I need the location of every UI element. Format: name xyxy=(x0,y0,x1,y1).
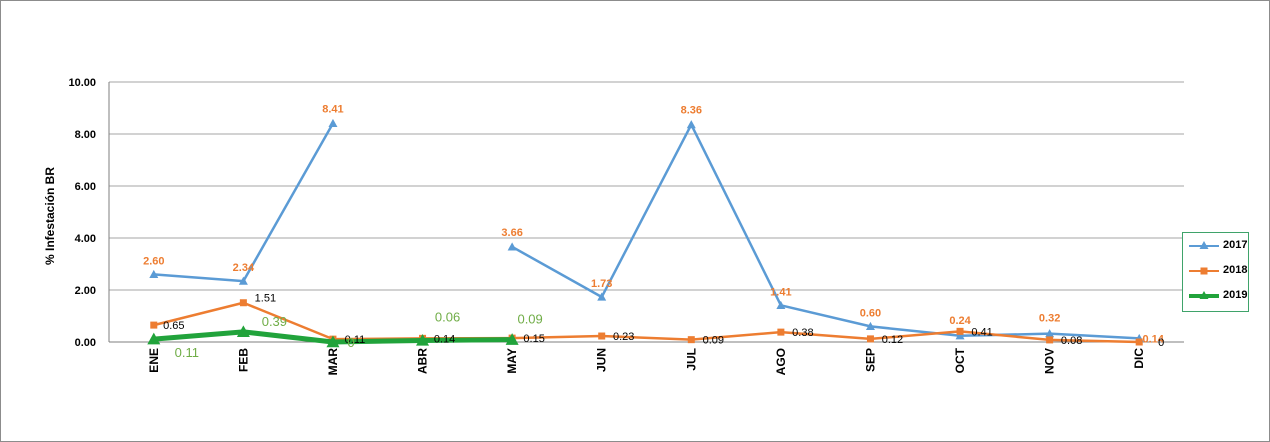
data-label: 0.06 xyxy=(435,309,460,324)
data-point xyxy=(240,299,247,306)
data-label: 0.09 xyxy=(703,335,724,347)
data-label: 1.73 xyxy=(591,278,612,290)
y-tick-label: 8.00 xyxy=(75,129,96,141)
data-label: 0.15 xyxy=(523,333,544,345)
x-tick-label: AGO xyxy=(774,348,788,375)
x-tick-label: FEB xyxy=(236,348,250,372)
data-point xyxy=(508,242,517,250)
data-label: 1.51 xyxy=(255,293,276,305)
data-point xyxy=(150,322,157,329)
x-axis-ticks: ENE FEB MAR ABR MAY JUN JUL AGO SEP OCT NOV DIC xyxy=(147,347,1146,375)
y-tick-label: 2.00 xyxy=(75,285,96,297)
y-axis-ticks: 0.00 2.00 4.00 6.00 8.00 10.00 xyxy=(68,77,96,349)
data-label: 0 xyxy=(1158,337,1164,349)
x-tick-label: JUL xyxy=(684,348,698,371)
data-point xyxy=(777,329,784,336)
data-label: 0.09 xyxy=(517,312,542,327)
legend-swatch-2018 xyxy=(1187,262,1221,280)
legend: 2017 2018 2019 xyxy=(1182,232,1249,312)
legend-label-2018: 2018 xyxy=(1223,264,1247,276)
data-point xyxy=(688,336,695,343)
data-point xyxy=(1046,336,1053,343)
data-label: 1.41 xyxy=(770,286,791,298)
data-point xyxy=(687,120,696,128)
data-point xyxy=(328,119,337,127)
x-tick-label: ENE xyxy=(147,348,161,373)
data-label: 0.24 xyxy=(949,315,971,327)
data-label: 2.34 xyxy=(233,262,255,274)
legend-swatch-2019 xyxy=(1187,287,1221,305)
legend-item-2018: 2018 xyxy=(1187,262,1247,280)
series-line-2017 xyxy=(154,123,333,281)
data-point xyxy=(598,333,605,340)
data-label: 0.12 xyxy=(882,334,903,346)
legend-label-2019: 2019 xyxy=(1223,289,1247,301)
series-line-2017 xyxy=(512,125,1139,339)
x-tick-label: DIC xyxy=(1132,348,1146,369)
data-label: 0.14 xyxy=(434,333,455,345)
data-label: 0.11 xyxy=(175,345,199,360)
series-2019 xyxy=(147,325,518,347)
series-layer xyxy=(147,119,1143,347)
legend-item-2019: 2019 xyxy=(1187,287,1247,305)
data-label: 0.60 xyxy=(860,307,881,319)
data-label: 3.66 xyxy=(501,227,522,239)
data-point xyxy=(957,328,964,335)
data-label: 0 xyxy=(347,335,354,350)
legend-item-2017: 2017 xyxy=(1187,237,1247,255)
data-label: 0.38 xyxy=(792,327,813,339)
data-label: 0.65 xyxy=(163,320,184,332)
y-tick-label: 6.00 xyxy=(75,181,96,193)
data-label: 0.08 xyxy=(1061,335,1082,347)
x-tick-label: JUN xyxy=(595,348,609,372)
data-label: 8.36 xyxy=(681,105,702,117)
y-tick-label: 0.00 xyxy=(75,337,96,349)
y-tick-label: 10.00 xyxy=(68,77,96,89)
series-2017 xyxy=(149,119,1143,342)
x-tick-label: SEP xyxy=(863,348,877,372)
data-label: 0.23 xyxy=(613,331,634,343)
data-label: 0.41 xyxy=(971,326,992,338)
y-tick-label: 4.00 xyxy=(75,233,96,245)
x-tick-label: OCT xyxy=(953,347,967,373)
data-label: 2.60 xyxy=(143,255,164,267)
legend-swatch-2017 xyxy=(1187,237,1221,255)
data-point xyxy=(867,335,874,342)
data-label: 8.41 xyxy=(322,103,343,115)
data-label: 0.32 xyxy=(1039,313,1060,325)
x-tick-label: ABR xyxy=(416,348,430,374)
y-axis-label: % Infestación BR xyxy=(43,167,57,265)
x-tick-label: MAY xyxy=(505,348,519,374)
x-tick-label: NOV xyxy=(1043,348,1057,374)
data-labels: 2.60 2.34 8.41 3.66 1.73 8.36 1.41 0.60 0.24 0.32… xyxy=(143,103,1165,360)
x-tick-label: MAR xyxy=(326,348,340,376)
data-label: 0.39 xyxy=(262,314,287,329)
legend-label-2017: 2017 xyxy=(1223,239,1247,251)
